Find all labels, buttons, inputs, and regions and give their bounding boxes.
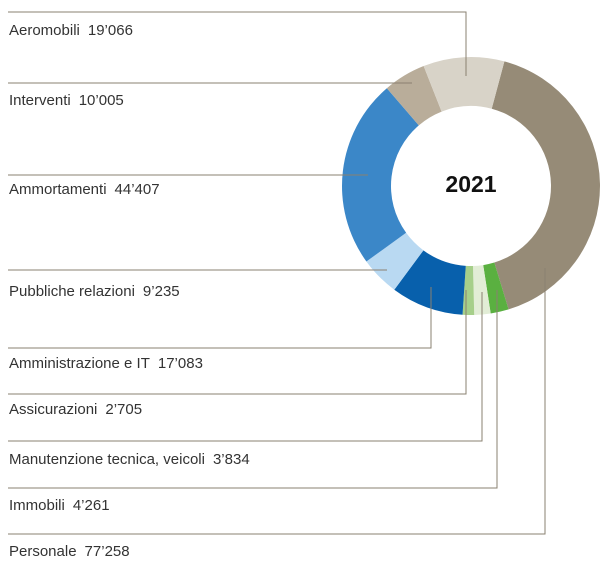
center-label: 2021 [445,171,496,197]
leader-line [8,290,498,489]
legend-label: Pubbliche relazioni 9’235 [9,283,180,300]
category-name: Ammortamenti [9,181,107,198]
category-name: Personale [9,543,77,560]
category-name: Immobili [9,497,65,514]
category-name: Pubbliche relazioni [9,283,135,300]
donut-segment [394,250,466,315]
value-label: 3’834 [213,451,250,468]
donut-segment [341,88,419,262]
donut-segment [386,66,442,126]
category-name: Amministrazione e IT [9,355,150,372]
donut-segment [366,232,424,290]
value-label: 9’235 [143,283,180,300]
donut-segment [423,56,505,112]
leader-line [8,292,483,442]
legend-label: Amministrazione e IT 17’083 [9,355,203,372]
value-label: 77’258 [85,543,130,560]
legend-label: Ammortamenti 44’407 [9,181,160,198]
value-label: 19’066 [88,22,133,39]
category-name: Interventi [9,92,71,109]
donut-segment [491,61,600,310]
leader-line [8,290,467,395]
leader-line [8,268,546,535]
legend-label: Aeromobili 19’066 [9,22,133,39]
legend-label: Interventi 10’005 [9,92,124,109]
donut-segment [483,262,509,314]
donut-segment [462,265,475,315]
value-label: 17’083 [158,355,203,372]
value-label: 44’407 [115,181,160,198]
donut-segment [472,265,491,315]
category-name: Aeromobili [9,22,80,39]
value-label: 2’705 [105,401,142,418]
legend-label: Manutenzione tecnica, veicoli 3’834 [9,451,250,468]
legend-label: Immobili 4’261 [9,497,110,514]
legend-label: Personale 77’258 [9,543,130,560]
leader-line [8,287,432,349]
value-label: 10’005 [79,92,124,109]
value-label: 4’261 [73,497,110,514]
legend-label: Assicurazioni 2’705 [9,401,142,418]
leader-line [8,11,467,76]
category-name: Assicurazioni [9,401,97,418]
category-name: Manutenzione tecnica, veicoli [9,451,205,468]
